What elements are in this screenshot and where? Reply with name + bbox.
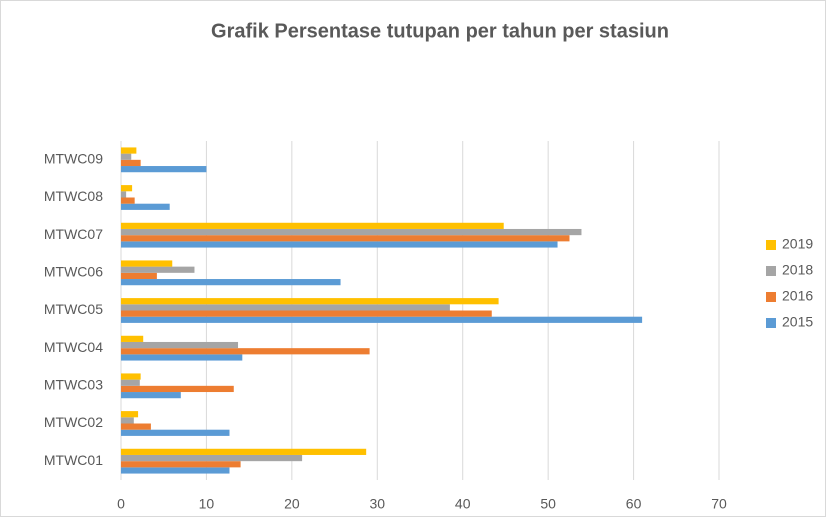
bar — [121, 235, 570, 242]
bar — [121, 166, 207, 173]
legend-label: 2016 — [782, 288, 813, 304]
bar — [121, 461, 241, 468]
y-tick-label: MTWC02 — [44, 414, 103, 430]
y-tick-label: MTWC07 — [44, 226, 103, 242]
y-tick-label: MTWC01 — [44, 452, 103, 468]
bar — [121, 304, 450, 311]
x-tick-label: 40 — [455, 496, 471, 512]
bar — [121, 310, 492, 317]
x-tick-label: 70 — [711, 496, 727, 512]
bar — [121, 354, 243, 361]
x-tick-label: 60 — [626, 496, 642, 512]
bar — [121, 379, 140, 386]
x-tick-label: 20 — [284, 496, 300, 512]
bar — [121, 272, 157, 280]
bar — [121, 197, 135, 204]
bar — [121, 417, 134, 424]
bar — [121, 429, 230, 436]
bar — [121, 373, 141, 380]
bar — [121, 385, 234, 393]
bar — [121, 147, 137, 154]
legend-swatch — [766, 292, 776, 302]
x-tick-label: 30 — [369, 496, 385, 512]
bar — [121, 279, 341, 286]
x-tick-label: 50 — [540, 496, 556, 512]
legend-label: 2018 — [782, 262, 813, 278]
legend-swatch — [766, 240, 776, 250]
bar — [121, 392, 181, 399]
bar — [121, 316, 643, 323]
bar — [121, 260, 173, 267]
legend-label: 2019 — [782, 236, 813, 252]
bar — [121, 467, 230, 474]
y-tick-label: MTWC08 — [44, 188, 103, 204]
legend-swatch — [766, 266, 776, 276]
y-tick-label: MTWC06 — [44, 264, 103, 280]
bar — [121, 153, 132, 160]
bar — [121, 185, 133, 192]
y-tick-label: MTWC04 — [44, 339, 103, 355]
bar — [121, 159, 141, 167]
bar — [121, 335, 144, 342]
x-tick-label: 10 — [199, 496, 215, 512]
bar — [121, 454, 303, 462]
legend-label: 2015 — [782, 314, 813, 330]
legend-swatch — [766, 318, 776, 328]
bar — [121, 228, 582, 236]
bar — [121, 411, 139, 418]
bar — [121, 191, 127, 198]
bar — [121, 266, 195, 273]
bar — [121, 298, 499, 305]
y-tick-label: MTWC05 — [44, 301, 103, 317]
bar — [121, 203, 170, 210]
y-tick-label: MTWC09 — [44, 151, 103, 167]
bar — [121, 448, 367, 455]
bar — [121, 222, 504, 229]
chart-title: Grafik Persentase tutupan per tahun per … — [211, 20, 669, 42]
bar — [121, 241, 558, 248]
bar — [121, 341, 239, 349]
bar — [121, 348, 370, 355]
bar — [121, 423, 151, 430]
x-tick-label: 0 — [117, 496, 125, 512]
y-tick-label: MTWC03 — [44, 377, 103, 393]
